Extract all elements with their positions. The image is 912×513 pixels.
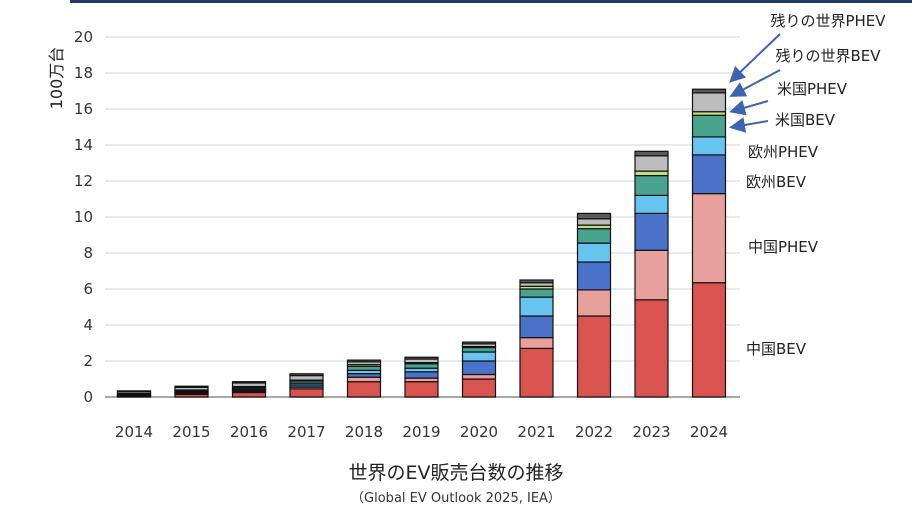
y-axis-label: 100万台 bbox=[47, 47, 66, 110]
bar-segment bbox=[519, 288, 554, 298]
y-tick-label: 4 bbox=[83, 316, 93, 334]
legend: 中国BEV 中国PHEV 欧州BEV 欧州PHEV 米国BEV 米国PHEV 残りの世界BE… bbox=[729, 12, 886, 358]
x-tick-label: 2019 bbox=[402, 423, 440, 441]
bar-segment bbox=[231, 391, 267, 398]
x-tick-label: 2015 bbox=[172, 423, 210, 441]
bar-segment bbox=[404, 381, 439, 398]
bar-segment bbox=[404, 363, 439, 369]
bar-segment bbox=[634, 299, 669, 398]
legend-label: 欧州BEV bbox=[746, 173, 807, 191]
legend-arrow bbox=[729, 100, 769, 116]
bar-segment bbox=[691, 88, 727, 94]
bar-segment bbox=[576, 242, 612, 263]
y-tick-label: 12 bbox=[74, 172, 93, 190]
bar-segment bbox=[289, 374, 324, 381]
legend-label: 欧州PHEV bbox=[748, 143, 819, 161]
bar-segment bbox=[691, 92, 727, 113]
bar-segment bbox=[691, 114, 727, 138]
bar-segment bbox=[519, 279, 554, 284]
bar-segment bbox=[576, 315, 612, 398]
bar-segment bbox=[289, 388, 324, 398]
bar-segment bbox=[691, 282, 727, 398]
bar-segment bbox=[634, 175, 669, 197]
y-tick-label: 18 bbox=[74, 64, 93, 82]
bar-segment bbox=[404, 356, 439, 360]
y-tick-label: 16 bbox=[74, 100, 93, 118]
x-tick-label: 2024 bbox=[690, 423, 728, 441]
bar-segment bbox=[691, 136, 727, 156]
x-tick-label: 2016 bbox=[230, 423, 268, 441]
x-tick-label: 2022 bbox=[575, 423, 613, 441]
bar-segment bbox=[576, 261, 612, 291]
bar-segment bbox=[289, 373, 324, 377]
bar-segment bbox=[576, 289, 612, 317]
legend-arrow bbox=[729, 69, 781, 97]
bar-segment bbox=[116, 390, 152, 393]
bar-segment bbox=[576, 228, 612, 244]
x-tick-label: 2014 bbox=[115, 423, 153, 441]
bar-segment bbox=[576, 218, 612, 226]
bar-segment bbox=[519, 315, 554, 339]
bar-segment bbox=[691, 193, 727, 284]
x-tick-label: 2018 bbox=[345, 423, 383, 441]
chart-title: 世界のEV販売台数の推移 bbox=[348, 462, 564, 484]
bar-segment bbox=[461, 373, 497, 380]
top-rule bbox=[70, 0, 912, 3]
bar-segment bbox=[461, 360, 497, 376]
bar-segment bbox=[634, 194, 669, 214]
bar-segment bbox=[634, 170, 669, 177]
bar-segment bbox=[634, 150, 669, 157]
chart-source: （Global EV Outlook 2025, IEA） bbox=[351, 491, 561, 506]
legend-arrow bbox=[729, 117, 769, 133]
legend-label: 中国BEV bbox=[746, 340, 807, 358]
legend-label: 残りの世界BEV bbox=[775, 47, 881, 65]
bar-segment bbox=[461, 346, 497, 353]
gridlines bbox=[105, 36, 740, 398]
bars bbox=[116, 88, 727, 398]
bar-segment bbox=[461, 351, 497, 362]
x-tick-label: 2020 bbox=[460, 423, 498, 441]
bar-segment bbox=[634, 212, 669, 251]
bar-segment bbox=[519, 296, 554, 317]
y-axis-ticks: 0 2 4 6 8 10 12 14 16 18 20 bbox=[74, 28, 93, 406]
bar-segment bbox=[634, 155, 669, 172]
bar-segment bbox=[346, 381, 382, 398]
legend-arrow bbox=[729, 33, 781, 83]
legend-label: 米国BEV bbox=[775, 111, 836, 129]
x-tick-label: 2023 bbox=[632, 423, 670, 441]
y-tick-label: 14 bbox=[74, 136, 93, 154]
x-tick-label: 2021 bbox=[517, 423, 555, 441]
bar-segment bbox=[461, 341, 497, 345]
y-tick-label: 2 bbox=[83, 352, 93, 370]
bar-segment bbox=[519, 337, 554, 350]
legend-label: 米国PHEV bbox=[777, 80, 848, 98]
legend-label: 残りの世界PHEV bbox=[770, 12, 886, 30]
bar-segment bbox=[346, 376, 382, 383]
y-tick-label: 8 bbox=[83, 244, 93, 262]
bar-segment bbox=[576, 212, 612, 220]
x-axis-ticks: 2014 2015 2016 2017 2018 2019 2020 2021 2022 2023… bbox=[115, 423, 728, 441]
bar-segment bbox=[691, 154, 727, 195]
bar-segment bbox=[461, 378, 497, 398]
y-tick-label: 10 bbox=[74, 208, 93, 226]
bar-segment bbox=[519, 347, 554, 398]
y-tick-label: 6 bbox=[83, 280, 93, 298]
bar-segment bbox=[174, 385, 209, 388]
bar-segment bbox=[231, 381, 267, 384]
y-tick-label: 0 bbox=[83, 388, 93, 406]
legend-label: 中国PHEV bbox=[748, 238, 819, 256]
bar-segment bbox=[634, 249, 669, 301]
bar-segment bbox=[404, 371, 439, 379]
y-tick-label: 20 bbox=[74, 28, 93, 46]
x-tick-label: 2017 bbox=[287, 423, 325, 441]
bar-segment bbox=[346, 359, 382, 363]
